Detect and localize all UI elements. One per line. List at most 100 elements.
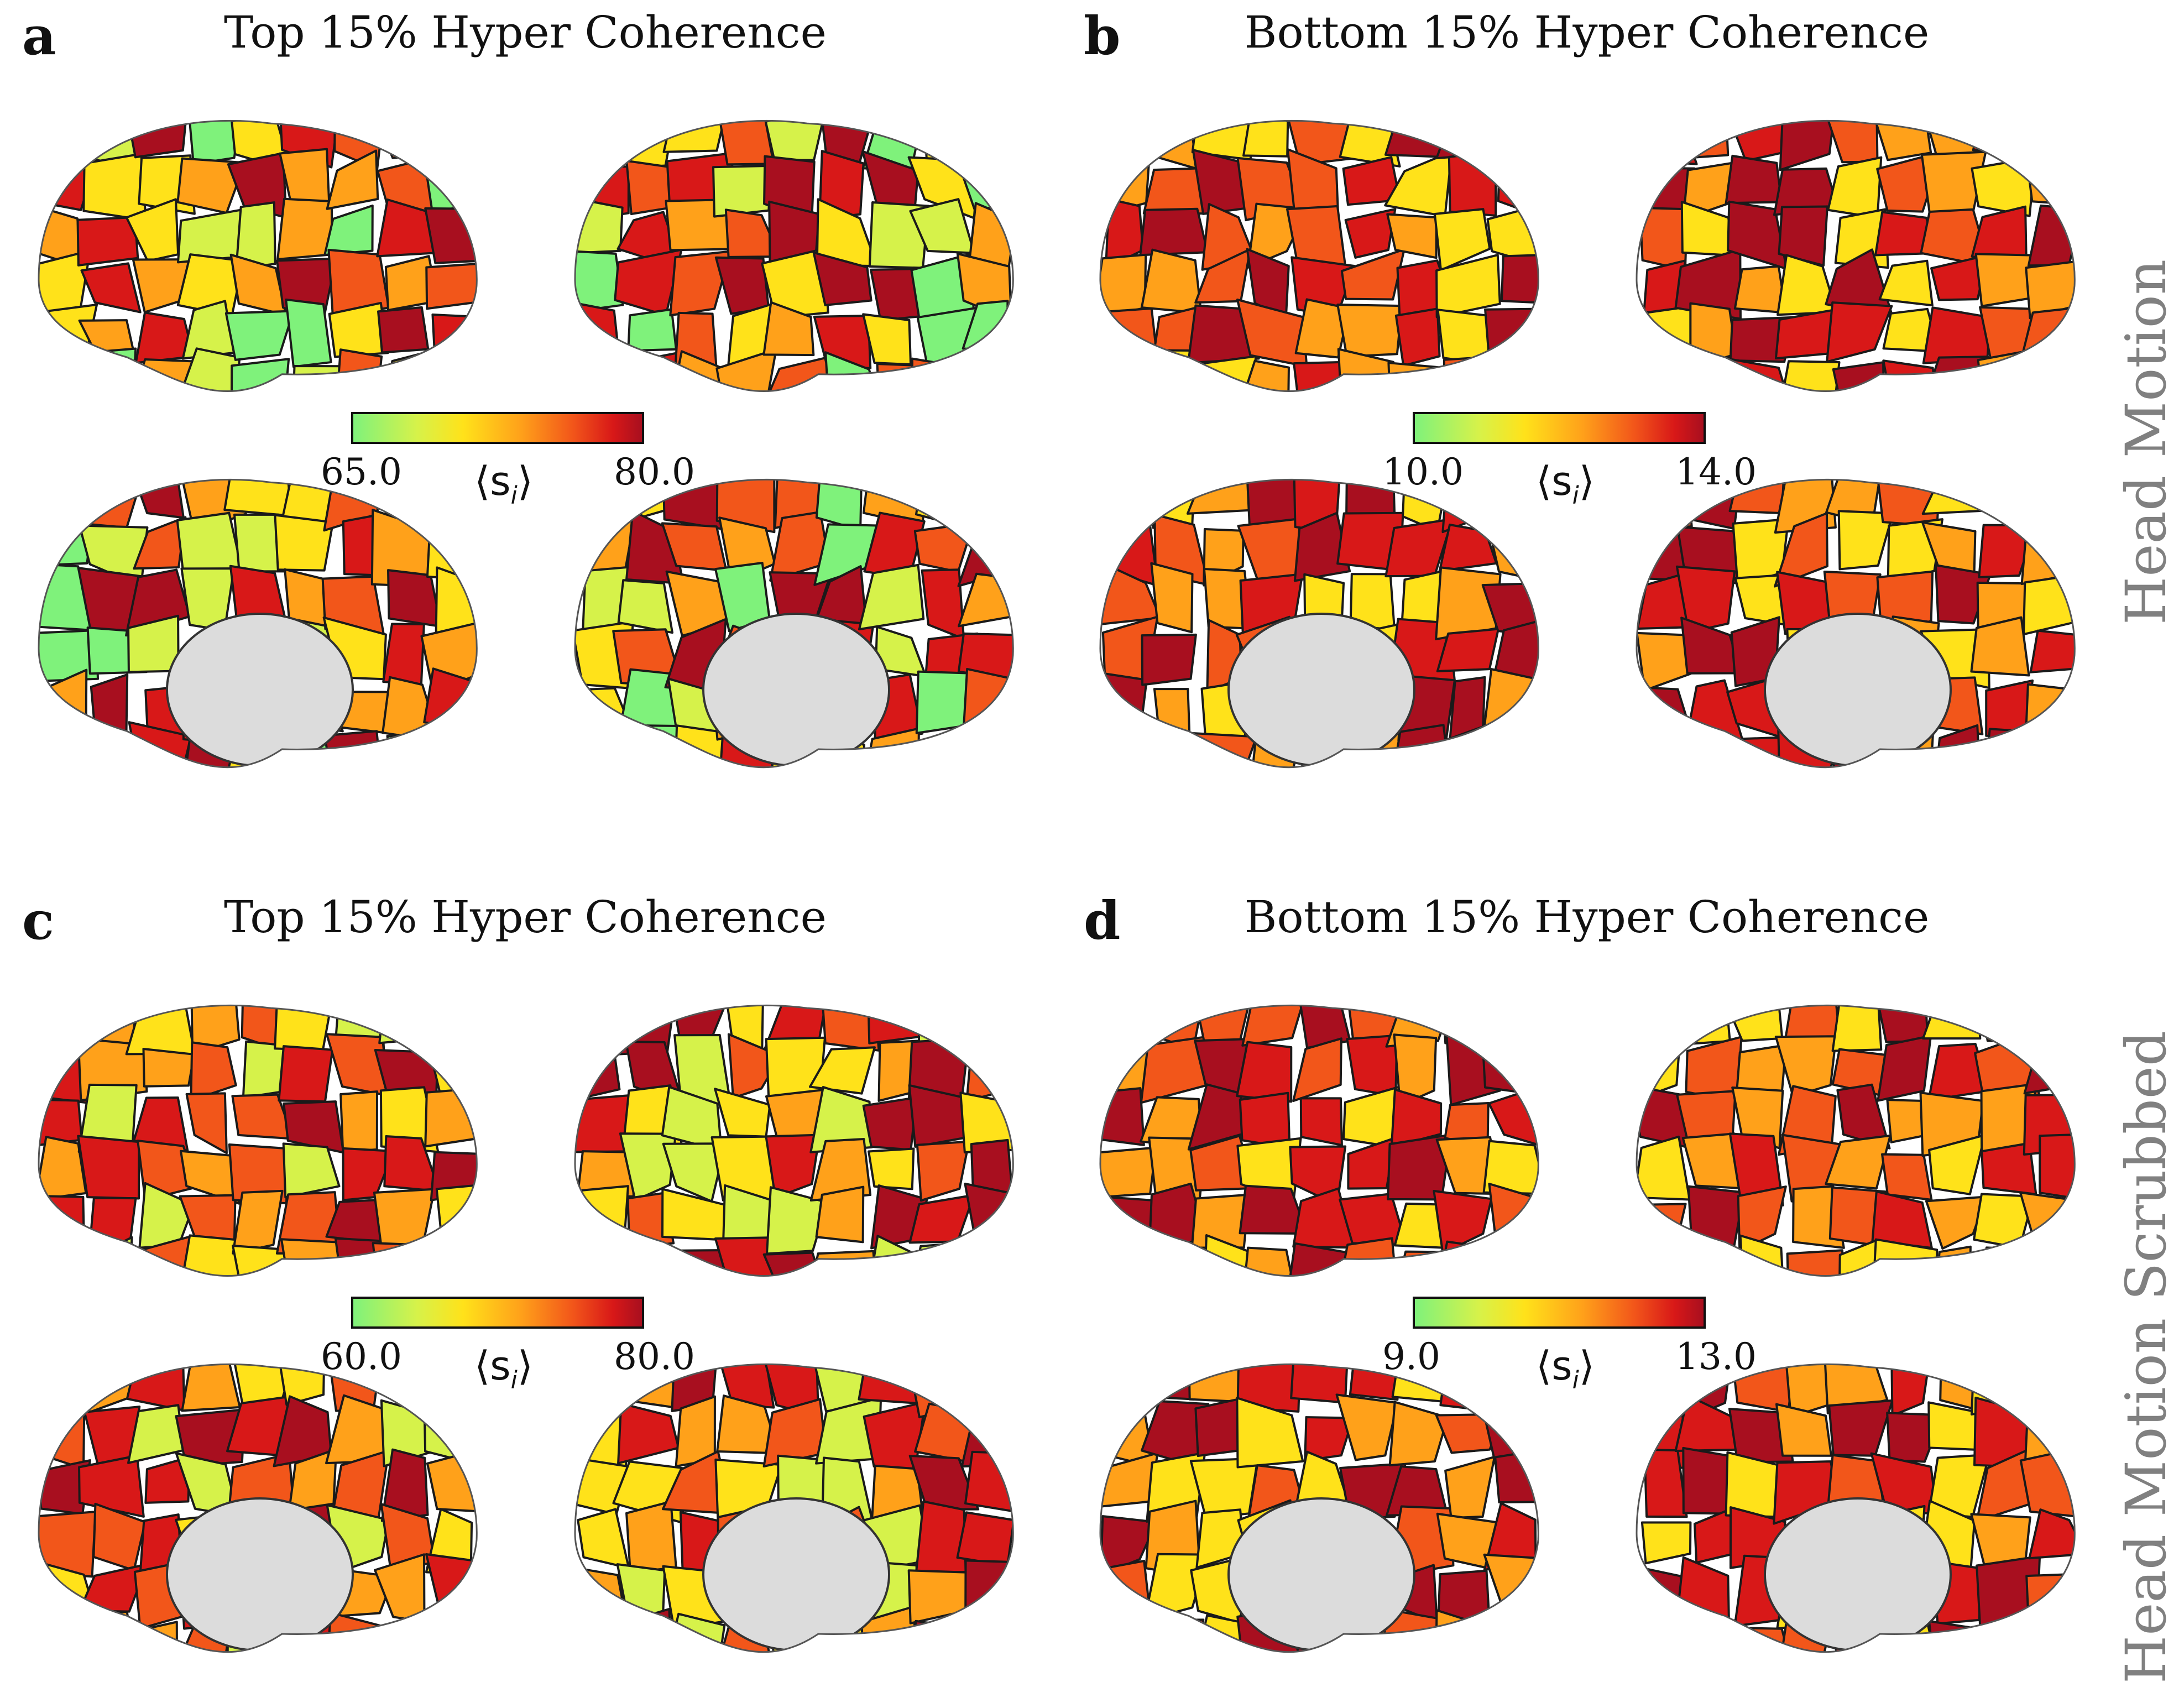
medial-brain-view (38, 1364, 478, 1653)
cortical-parcel (1100, 1087, 1145, 1146)
colorbar (351, 412, 644, 444)
cortical-parcel (232, 1189, 284, 1255)
cortical-parcel (1443, 355, 1504, 391)
cortical-parcel (323, 204, 374, 257)
colorbar (351, 1297, 644, 1329)
cortical-parcel (1147, 1618, 1205, 1652)
cortical-parcel (274, 514, 335, 572)
cortical-parcel (1349, 1364, 1402, 1401)
cortical-parcel (578, 723, 634, 767)
panel-letter: a (22, 6, 56, 67)
cortical-parcel (1970, 616, 2030, 677)
medial-wall (1227, 1497, 1415, 1652)
cortical-parcel (1774, 1035, 1837, 1098)
brain-outline (574, 479, 1014, 769)
cortical-parcel (969, 732, 1013, 767)
cortical-parcel (177, 208, 247, 264)
cortical-parcel (1304, 1416, 1355, 1462)
cortical-parcel (431, 314, 477, 355)
cortical-parcel (2039, 1133, 2075, 1201)
cortical-parcel (964, 1182, 1013, 1251)
cortical-parcel (914, 1620, 975, 1652)
cortical-parcel (1338, 1237, 1399, 1276)
cortical-parcel (1728, 1132, 1784, 1206)
cortical-parcel (617, 579, 674, 634)
cortical-parcel (1637, 1564, 1684, 1617)
cortical-parcel (179, 1234, 242, 1276)
cortical-parcel (82, 479, 143, 529)
medial-wall (1227, 613, 1415, 767)
cortical-parcel (913, 522, 975, 573)
brain-outline (1636, 120, 2076, 393)
cortical-parcel (133, 516, 187, 570)
panel-letter: d (1084, 890, 1121, 952)
cortical-parcel (968, 1234, 1013, 1276)
cortical-parcel (181, 1364, 241, 1412)
cortical-parcel (424, 1617, 477, 1652)
cortical-parcel (325, 1611, 389, 1652)
lateral-brain-view (1099, 1005, 1539, 1277)
cortical-parcel (2028, 1005, 2075, 1051)
cortical-parcel (617, 1402, 680, 1465)
cortical-parcel (861, 727, 920, 767)
cortical-parcel (133, 1096, 189, 1152)
cortical-parcel (1639, 349, 1698, 391)
cortical-parcel (1637, 1005, 1685, 1054)
panel-title: Bottom 15% Hyper Coherence (1244, 891, 1930, 943)
cortical-parcel (277, 1364, 326, 1406)
cortical-parcel (282, 1142, 341, 1199)
cortical-parcel (1448, 150, 1497, 217)
brain-outline (1636, 1005, 2076, 1277)
brain-surfaces (1099, 1005, 2076, 1653)
cortical-parcel (1439, 1364, 1502, 1413)
cortical-parcel (1347, 1136, 1397, 1190)
cortical-parcel (1100, 349, 1143, 391)
cortical-parcel (1488, 1183, 1539, 1249)
brain-outline (574, 1005, 1014, 1277)
cortical-parcel (374, 1553, 426, 1623)
colorbar-max: 80.0 (614, 451, 695, 493)
cortical-parcel (326, 149, 379, 210)
cortical-parcel (579, 1246, 626, 1276)
cortical-parcel (764, 121, 827, 161)
medial-wall (702, 1497, 890, 1652)
cortical-parcel (190, 1041, 237, 1102)
colorbar-min: 60.0 (321, 1335, 402, 1378)
cortical-parcel (1340, 248, 1406, 301)
cortical-parcel (39, 1394, 86, 1470)
cortical-parcel (1436, 628, 1499, 672)
cortical-parcel (1637, 305, 1695, 361)
brain-outline (38, 1005, 478, 1277)
medial-brain-view (1636, 479, 2076, 769)
brain-outline (1099, 479, 1539, 769)
brain-outline (38, 120, 478, 393)
cortical-parcel (2025, 1573, 2075, 1612)
cortical-parcel (386, 735, 437, 767)
cortical-parcel (765, 1133, 821, 1199)
cortical-parcel (2030, 1234, 2075, 1276)
cortical-parcel (426, 1446, 477, 1513)
colorbar-label: ⟨si⟩ (1536, 1342, 1595, 1394)
cortical-parcel (45, 1195, 85, 1247)
cortical-parcel (426, 353, 477, 391)
cortical-parcel (712, 164, 772, 218)
cortical-parcel (1487, 479, 1539, 531)
cortical-parcel (1292, 1037, 1342, 1103)
panel-letter: b (1084, 6, 1121, 67)
cortical-parcel (575, 121, 630, 168)
cortical-parcel (78, 1454, 145, 1518)
cortical-parcel (714, 1364, 775, 1409)
cortical-parcel (39, 1136, 87, 1201)
cortical-parcel (1692, 121, 1730, 159)
cortical-parcel (1236, 1041, 1293, 1103)
cortical-parcel (1203, 1234, 1254, 1276)
cortical-parcel (1192, 1614, 1243, 1652)
cortical-parcel (575, 249, 624, 314)
cortical-parcel (1236, 1364, 1302, 1413)
cortical-parcel (714, 1236, 781, 1276)
cortical-parcel (2024, 121, 2075, 166)
cortical-parcel (81, 1610, 137, 1652)
medial-wall (1764, 613, 1952, 767)
lateral-brain-view (1099, 120, 1539, 393)
cortical-parcel (1198, 355, 1257, 391)
